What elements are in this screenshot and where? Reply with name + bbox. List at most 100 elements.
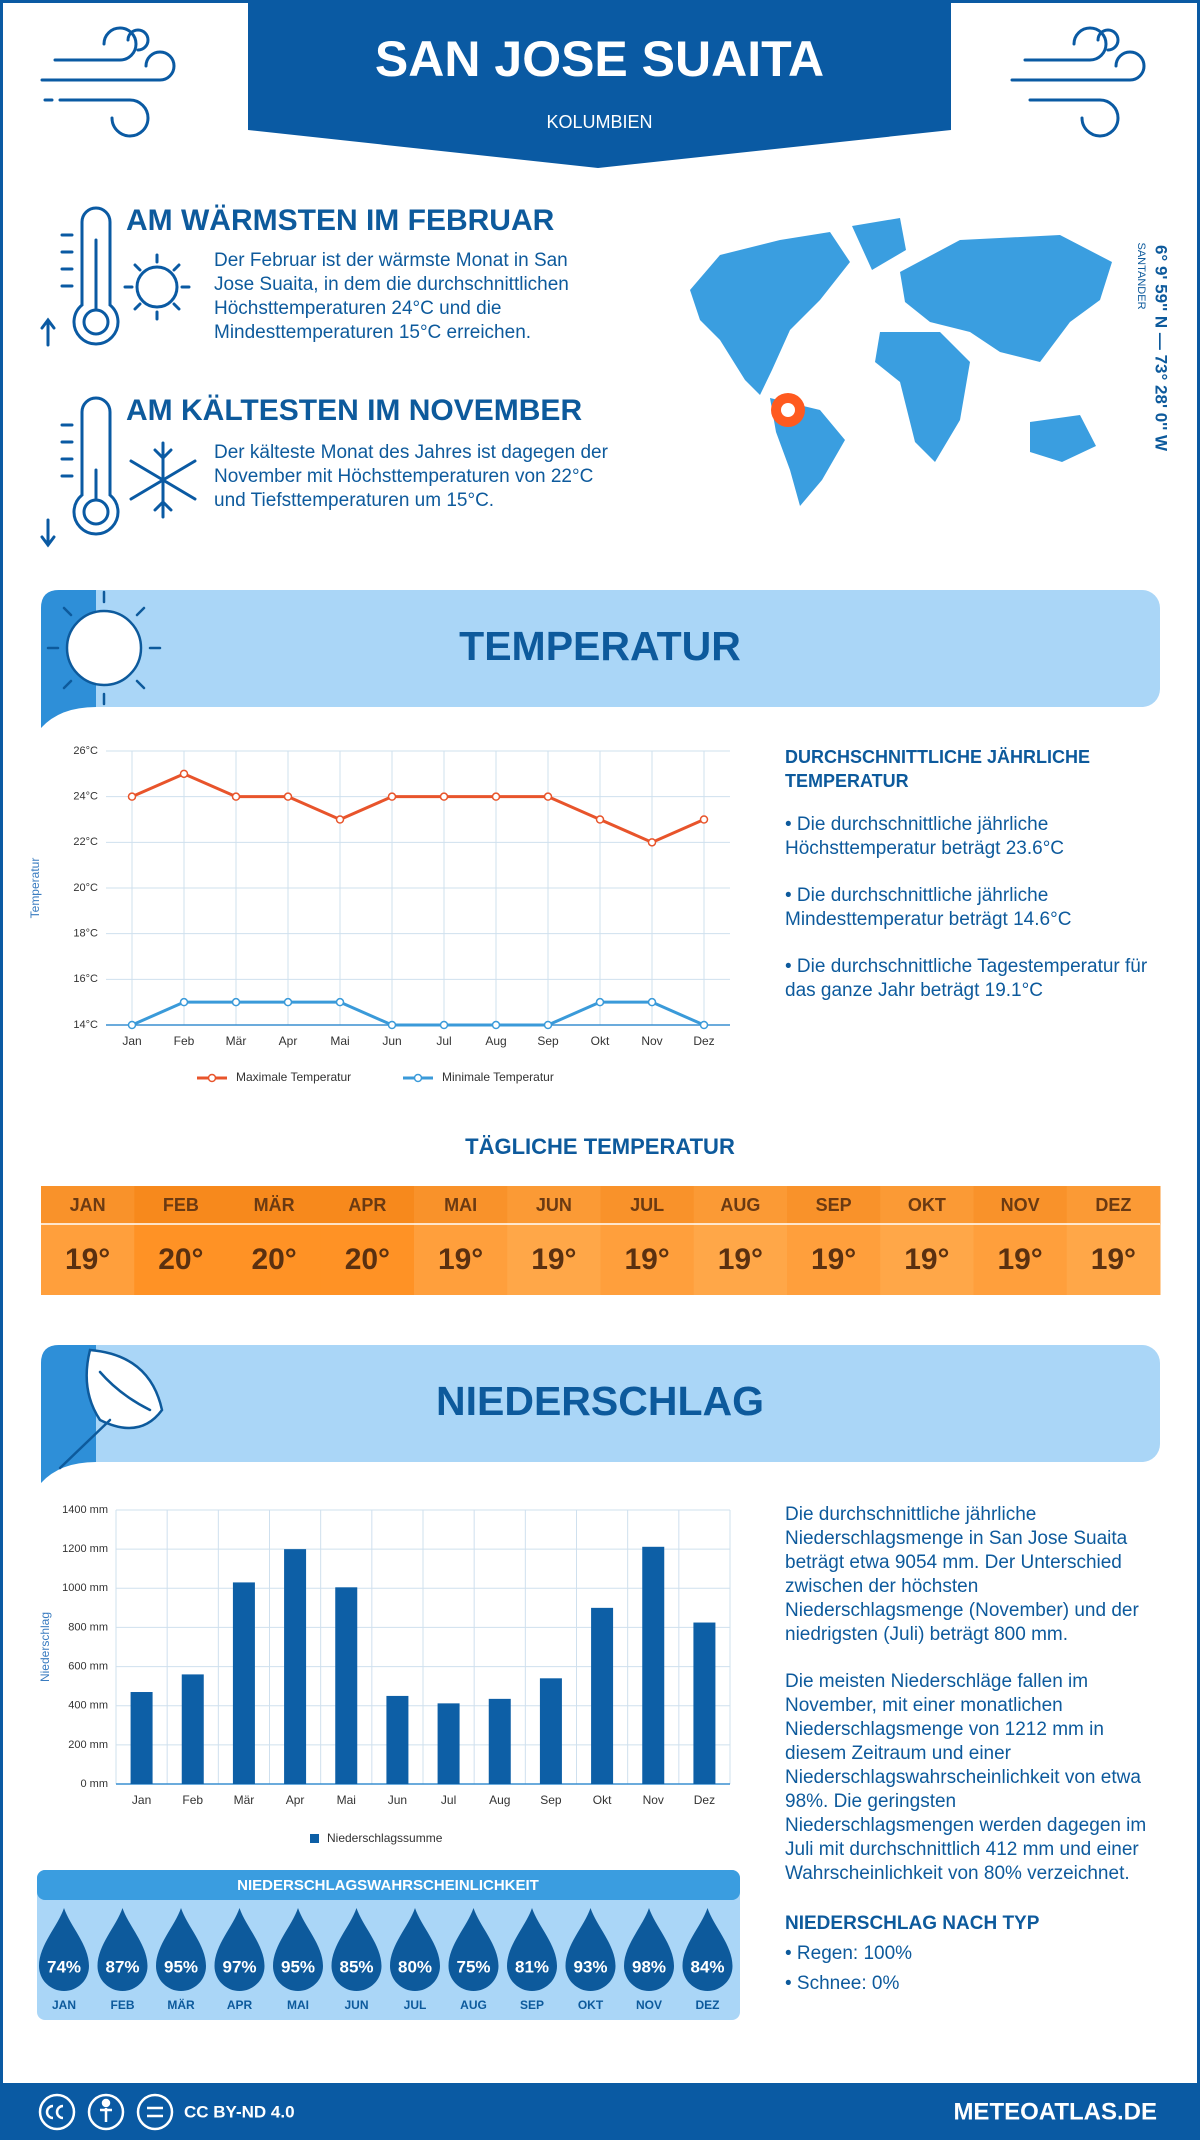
type-title: NIEDERSCHLAG NACH TYP <box>785 1913 1040 1934</box>
rain-drop <box>39 1908 89 1991</box>
daily-value: 20° <box>251 1243 296 1276</box>
x-tick-label: Jul <box>441 1793 456 1807</box>
banner-corner <box>41 1345 96 1483</box>
summary-title: DURCHSCHNITTLICHE JÄHRLICHE TEMPERATUR <box>785 747 1090 791</box>
point <box>283 997 293 1007</box>
daily-value-cell <box>880 1224 974 1295</box>
daily-value: 19° <box>811 1243 856 1276</box>
point <box>231 792 241 801</box>
x-tick-label: Dez <box>694 1793 715 1807</box>
point <box>127 1020 137 1030</box>
type-item: • Regen: 100% <box>785 1943 913 1964</box>
wind-icon-left <box>40 26 176 138</box>
y-tick-label: 200 mm <box>68 1739 108 1751</box>
probability-month: NOV <box>636 1998 662 2012</box>
x-tick-label: Apr <box>279 1034 298 1048</box>
country: KOLUMBIEN <box>546 112 653 132</box>
point <box>387 1020 397 1030</box>
bar <box>130 1692 153 1784</box>
site-name: METEOATLAS.DE <box>953 2098 1157 2125</box>
point <box>283 792 293 801</box>
summary-item: • Die durchschnittliche jährliche Höchst… <box>785 814 1065 859</box>
legend-marker <box>413 1073 423 1083</box>
probability-value: 81% <box>515 1957 549 1976</box>
x-tick-label: Sep <box>540 1793 562 1807</box>
daily-value: 19° <box>997 1243 1042 1276</box>
license: CC BY-ND 4.0 <box>184 2102 295 2121</box>
point <box>335 815 345 824</box>
point <box>387 792 397 801</box>
legend-marker <box>207 1073 217 1083</box>
point <box>543 1020 553 1030</box>
probability-month: SEP <box>520 1998 544 2012</box>
point <box>335 997 345 1007</box>
y-axis-label: Niederschlag <box>38 1612 52 1682</box>
probability-value: 75% <box>456 1957 490 1976</box>
daily-month: MÄR <box>254 1195 295 1215</box>
wind-icon-right <box>1010 26 1146 138</box>
probability-value: 85% <box>339 1957 373 1976</box>
x-tick-label: Okt <box>593 1793 612 1807</box>
y-tick-label: 14°C <box>73 1019 98 1031</box>
point <box>699 815 709 824</box>
bar <box>642 1546 665 1784</box>
y-tick-label: 20°C <box>73 882 98 894</box>
daily-value: 19° <box>718 1243 763 1276</box>
probability-month: JUL <box>404 1998 427 2012</box>
y-tick-label: 400 mm <box>68 1700 108 1712</box>
summary-paragraph: Die meisten Niederschläge fallen im Nove… <box>785 1671 1147 1884</box>
line-series <box>131 772 705 844</box>
daily-header-cell <box>973 1186 1068 1224</box>
bar <box>539 1678 562 1784</box>
probability-month: JUN <box>344 1998 368 2012</box>
daily-value: 20° <box>345 1243 390 1276</box>
x-tick-label: Aug <box>485 1034 506 1048</box>
header-banner <box>248 0 951 168</box>
bar <box>284 1549 307 1784</box>
daily-month: MAI <box>444 1195 477 1215</box>
summary-item: • Die durchschnittliche jährliche Mindes… <box>785 885 1072 930</box>
x-tick-label: Feb <box>182 1793 203 1807</box>
y-tick-label: 1200 mm <box>62 1543 108 1555</box>
point <box>491 1020 501 1030</box>
daily-month: SEP <box>816 1195 852 1215</box>
probability-month: OKT <box>578 1998 604 2012</box>
point <box>647 838 657 847</box>
x-tick-label: Feb <box>174 1034 195 1048</box>
thermometer-cold-icon <box>40 396 197 548</box>
point <box>699 1020 709 1030</box>
rain-drop <box>390 1908 440 1991</box>
daily-value: 19° <box>531 1243 576 1276</box>
daily-header-cell <box>787 1186 881 1224</box>
point <box>595 815 605 824</box>
x-tick-label: Jun <box>382 1034 401 1048</box>
daily-value-cell <box>600 1224 695 1295</box>
y-axis-label: Temperatur <box>28 858 42 919</box>
x-tick-label: Nov <box>643 1793 664 1807</box>
bar <box>386 1695 409 1784</box>
daily-value: 19° <box>1091 1243 1136 1276</box>
daily-value-cell <box>507 1224 601 1295</box>
daily-value-cell <box>787 1224 881 1295</box>
page-title: SAN JOSE SUAITA <box>374 31 825 87</box>
rain-drop <box>682 1908 733 1991</box>
precipitation-banner <box>41 1345 1160 1462</box>
footer-bar <box>0 2083 1200 2140</box>
temperature-summary: DURCHSCHNITTLICHE JÄHRLICHE TEMPERATUR •… <box>785 745 1155 1026</box>
legend-label: Niederschlagssumme <box>327 1831 443 1845</box>
probability-month: MAI <box>287 1998 309 2012</box>
probability-header <box>37 1870 740 1900</box>
point <box>595 997 605 1007</box>
rain-drop <box>507 1908 557 1991</box>
daily-header-cell <box>1066 1186 1161 1224</box>
daily-header-cell <box>414 1186 508 1224</box>
daily-header-cell <box>600 1186 695 1224</box>
daily-value-cell <box>41 1224 135 1295</box>
probability-value: 84% <box>690 1957 724 1976</box>
rain-drop <box>624 1908 674 1991</box>
summary-paragraph: Die durchschnittliche jährliche Niedersc… <box>785 1504 1139 1645</box>
y-tick-label: 24°C <box>73 791 98 803</box>
bar <box>437 1703 460 1784</box>
daily-value-cell <box>1066 1224 1161 1295</box>
